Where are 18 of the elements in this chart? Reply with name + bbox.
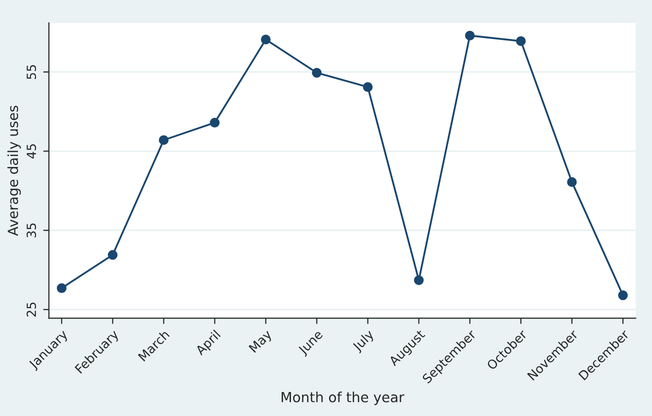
y-tick-label: 25	[26, 302, 36, 317]
y-tick-label: 45	[26, 144, 36, 158]
point	[158, 135, 169, 145]
point	[465, 30, 475, 40]
y-tick-label: 35	[26, 223, 36, 238]
point	[414, 275, 424, 286]
point	[618, 290, 628, 300]
point	[210, 118, 220, 128]
point	[362, 82, 373, 92]
y-tick-label: 55	[26, 65, 36, 79]
point	[108, 250, 118, 260]
point	[260, 34, 271, 44]
point	[567, 177, 577, 187]
point	[312, 68, 322, 78]
point	[56, 283, 67, 294]
point	[516, 36, 526, 46]
y-axis-title: Average daily uses	[7, 106, 21, 236]
x-axis-title: Month of the year	[282, 392, 404, 406]
